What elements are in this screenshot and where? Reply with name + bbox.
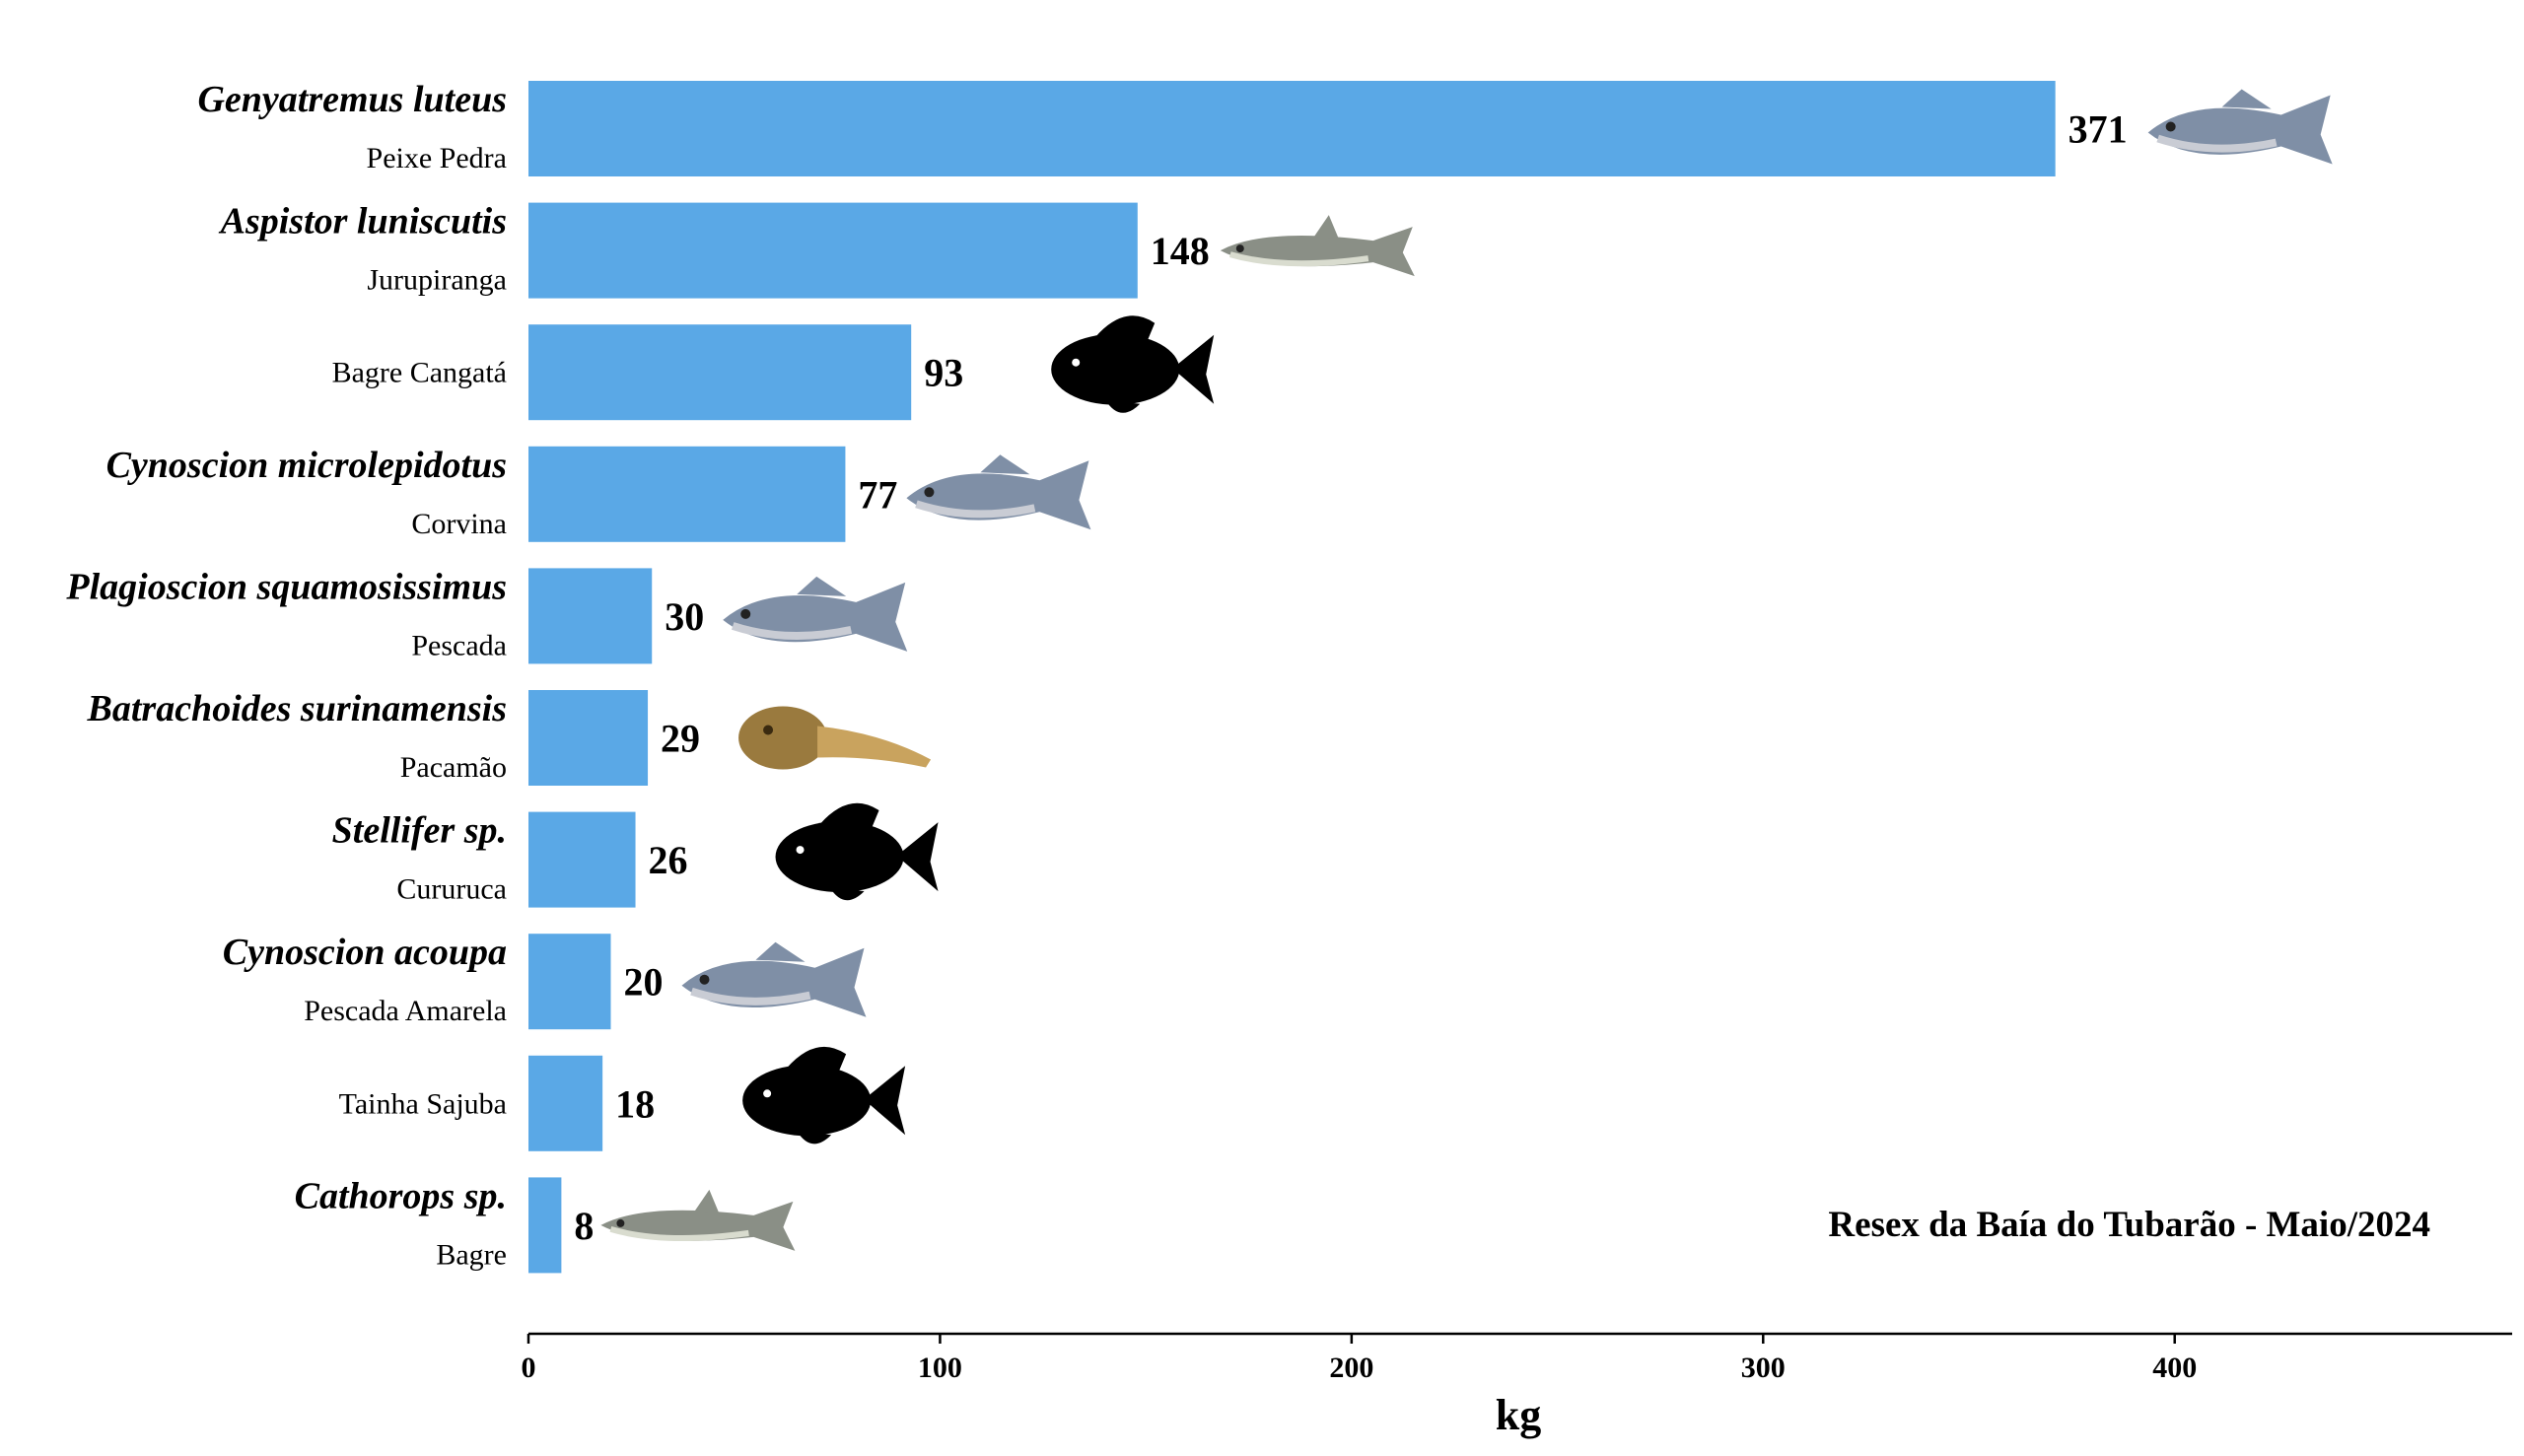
scientific-name: Cathorops sp. <box>295 1175 507 1216</box>
x-tick-label: 400 <box>2152 1352 2197 1384</box>
scientific-name: Plagioscion squamosissimus <box>65 566 507 607</box>
fish-icons <box>600 89 2333 1251</box>
x-axis-label: kg <box>1496 1391 1541 1439</box>
common-name: Corvina <box>411 508 507 540</box>
common-name: Cururuca <box>396 873 507 906</box>
x-tick-label: 300 <box>1741 1352 1786 1384</box>
common-name: Jurupiranga <box>367 264 507 297</box>
bar <box>528 1177 562 1274</box>
value-label: 371 <box>2068 107 2128 152</box>
scientific-name: Batrachoides surinamensis <box>87 688 508 729</box>
silhouette-fish-icon <box>1051 315 1215 413</box>
scientific-name: Cynoscion microlepidotus <box>106 445 507 486</box>
value-label: 77 <box>858 472 897 517</box>
value-labels: 371 148 93 77 30 29 26 20 18 8 <box>574 107 2127 1248</box>
bar <box>528 811 636 908</box>
common-name: Tainha Sajuba <box>339 1087 507 1120</box>
category-labels: Genyatremus luteus Peixe Pedra Aspistor lu… <box>65 79 507 1271</box>
bar <box>528 934 611 1030</box>
common-name: Pescada <box>411 629 507 661</box>
bar <box>528 446 846 542</box>
scientific-name: Aspistor luniscutis <box>219 201 507 243</box>
value-label: 148 <box>1151 229 1210 273</box>
photo-fish-icon <box>723 576 908 652</box>
x-tick-label: 100 <box>918 1352 962 1384</box>
x-axis: 0 100 200 300 400 <box>522 1332 2512 1384</box>
photo-catfish-icon <box>1220 215 1415 277</box>
common-name: Pescada Amarela <box>304 995 507 1027</box>
common-name: Bagre <box>436 1238 507 1271</box>
x-tick-label: 200 <box>1329 1352 1373 1384</box>
photo-fish-icon <box>906 454 1091 530</box>
silhouette-fish-icon <box>742 1046 906 1144</box>
value-label: 20 <box>623 960 663 1005</box>
value-label: 18 <box>615 1081 655 1126</box>
common-name: Pacamão <box>400 751 507 784</box>
bar <box>528 324 912 421</box>
value-label: 30 <box>665 594 704 639</box>
common-name: Bagre Cangatá <box>332 357 507 389</box>
bar <box>528 202 1138 299</box>
common-name: Peixe Pedra <box>367 142 507 174</box>
scientific-name: Stellifer sp. <box>332 810 507 852</box>
value-label: 93 <box>924 351 963 395</box>
bar <box>528 81 2056 176</box>
scientific-name: Cynoscion acoupa <box>223 932 507 973</box>
photo-fish-icon <box>2147 89 2333 165</box>
value-label: 29 <box>661 717 700 761</box>
photo-toadfish-icon <box>738 706 932 770</box>
bar <box>528 568 653 664</box>
photo-catfish-icon <box>600 1189 796 1251</box>
value-label: 8 <box>574 1204 594 1248</box>
bar <box>528 690 649 786</box>
scientific-name: Genyatremus luteus <box>197 79 507 120</box>
x-tick-label: 0 <box>522 1352 536 1384</box>
photo-fish-icon <box>681 941 867 1017</box>
silhouette-fish-icon <box>775 802 939 901</box>
chart-annotation: Resex da Baía do Tubarão - Maio/2024 <box>1828 1205 2430 1245</box>
value-label: 26 <box>649 838 688 882</box>
bars-group <box>528 81 2056 1274</box>
bar <box>528 1055 603 1151</box>
